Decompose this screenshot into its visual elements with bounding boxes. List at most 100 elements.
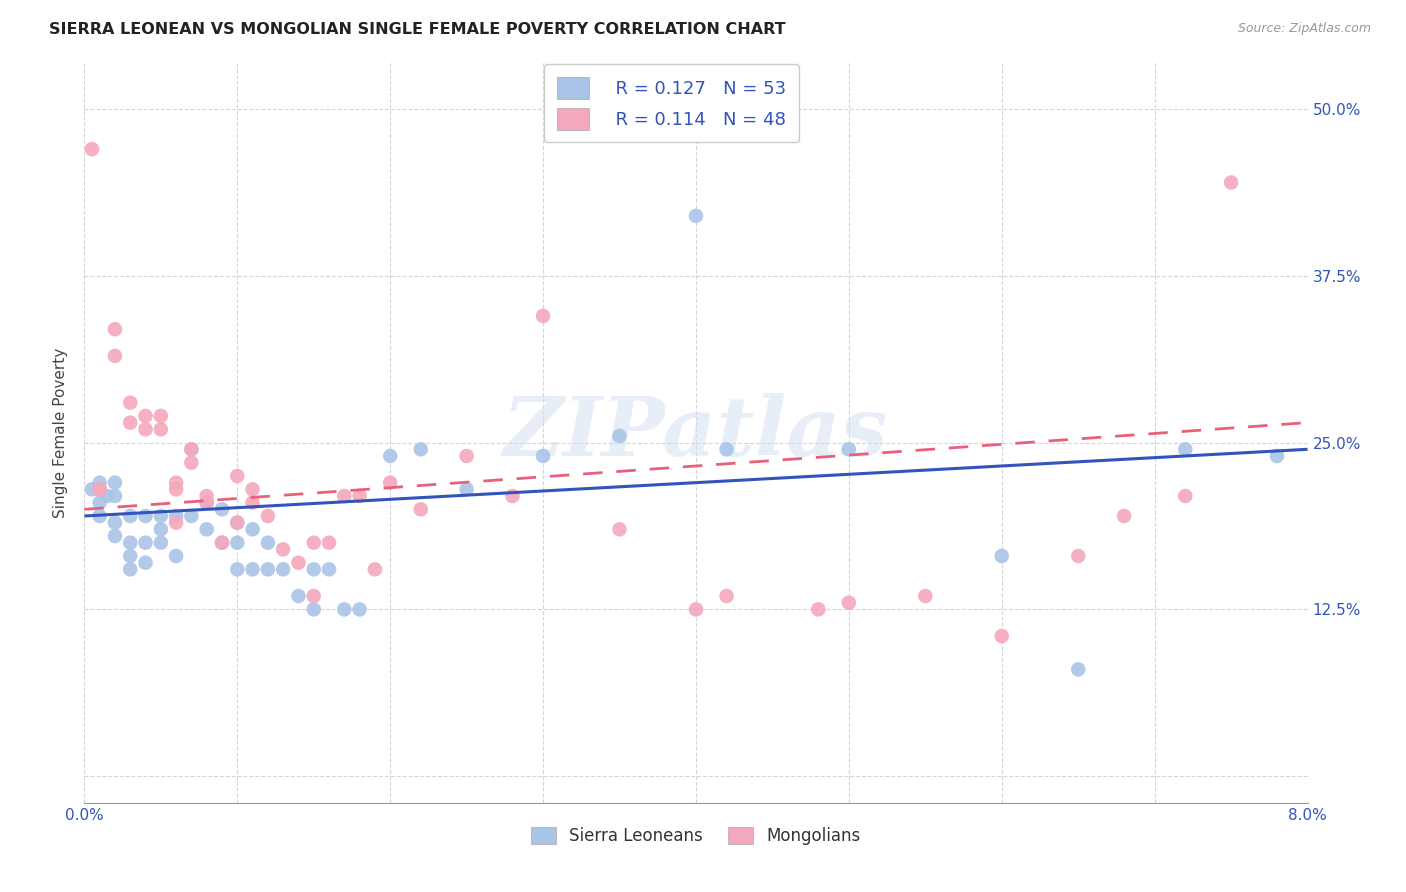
Point: [364, 562, 387, 576]
Point: [287, 589, 309, 603]
Point: [685, 209, 707, 223]
Point: [104, 322, 127, 336]
Point: [349, 489, 371, 503]
Point: [271, 542, 294, 557]
Point: [716, 589, 738, 603]
Point: [149, 422, 172, 436]
Point: [302, 602, 325, 616]
Point: [104, 529, 127, 543]
Point: [333, 602, 356, 616]
Point: [120, 562, 142, 576]
Y-axis label: Single Female Poverty: Single Female Poverty: [53, 348, 69, 517]
Point: [104, 516, 127, 530]
Point: [120, 416, 142, 430]
Point: [211, 535, 233, 549]
Point: [349, 602, 371, 616]
Point: [838, 442, 860, 457]
Point: [914, 589, 936, 603]
Point: [531, 309, 554, 323]
Point: [609, 429, 631, 443]
Point: [89, 483, 111, 497]
Point: [165, 508, 187, 523]
Point: [257, 535, 280, 549]
Point: [302, 589, 325, 603]
Point: [257, 508, 280, 523]
Point: [80, 142, 103, 156]
Point: [409, 502, 432, 516]
Point: [242, 562, 264, 576]
Point: [609, 522, 631, 536]
Point: [502, 489, 524, 503]
Point: [120, 395, 142, 409]
Point: [195, 489, 218, 503]
Point: [120, 535, 142, 549]
Point: [1067, 662, 1090, 676]
Point: [226, 562, 249, 576]
Point: [716, 442, 738, 457]
Point: [165, 483, 187, 497]
Point: [120, 549, 142, 563]
Point: [195, 496, 218, 510]
Point: [135, 556, 157, 570]
Text: SIERRA LEONEAN VS MONGOLIAN SINGLE FEMALE POVERTY CORRELATION CHART: SIERRA LEONEAN VS MONGOLIAN SINGLE FEMAL…: [49, 22, 786, 37]
Point: [149, 508, 172, 523]
Point: [1114, 508, 1136, 523]
Point: [226, 516, 249, 530]
Text: Source: ZipAtlas.com: Source: ZipAtlas.com: [1237, 22, 1371, 36]
Point: [456, 449, 478, 463]
Point: [380, 449, 402, 463]
Point: [96, 489, 118, 503]
Point: [104, 349, 127, 363]
Point: [89, 496, 111, 510]
Point: [89, 508, 111, 523]
Point: [226, 516, 249, 530]
Point: [1174, 489, 1197, 503]
Point: [287, 556, 309, 570]
Point: [149, 409, 172, 423]
Legend: Sierra Leoneans, Mongolians: Sierra Leoneans, Mongolians: [523, 819, 869, 854]
Point: [302, 535, 325, 549]
Point: [165, 516, 187, 530]
Point: [318, 562, 340, 576]
Point: [104, 489, 127, 503]
Point: [271, 562, 294, 576]
Point: [531, 449, 554, 463]
Point: [318, 535, 340, 549]
Point: [195, 496, 218, 510]
Point: [257, 562, 280, 576]
Point: [456, 483, 478, 497]
Point: [180, 442, 202, 457]
Point: [211, 535, 233, 549]
Point: [80, 483, 103, 497]
Point: [242, 522, 264, 536]
Point: [149, 535, 172, 549]
Point: [1174, 442, 1197, 457]
Point: [135, 535, 157, 549]
Point: [685, 602, 707, 616]
Point: [135, 508, 157, 523]
Point: [807, 602, 830, 616]
Point: [180, 442, 202, 457]
Text: ZIPatlas: ZIPatlas: [503, 392, 889, 473]
Point: [991, 629, 1014, 643]
Point: [195, 522, 218, 536]
Point: [89, 483, 111, 497]
Point: [333, 489, 356, 503]
Point: [135, 409, 157, 423]
Point: [89, 475, 111, 490]
Point: [242, 496, 264, 510]
Point: [242, 483, 264, 497]
Point: [120, 508, 142, 523]
Point: [165, 549, 187, 563]
Point: [226, 469, 249, 483]
Point: [149, 522, 172, 536]
Point: [838, 596, 860, 610]
Point: [104, 475, 127, 490]
Point: [1265, 449, 1288, 463]
Point: [1220, 176, 1243, 190]
Point: [226, 535, 249, 549]
Point: [991, 549, 1014, 563]
Point: [380, 475, 402, 490]
Point: [409, 442, 432, 457]
Point: [180, 456, 202, 470]
